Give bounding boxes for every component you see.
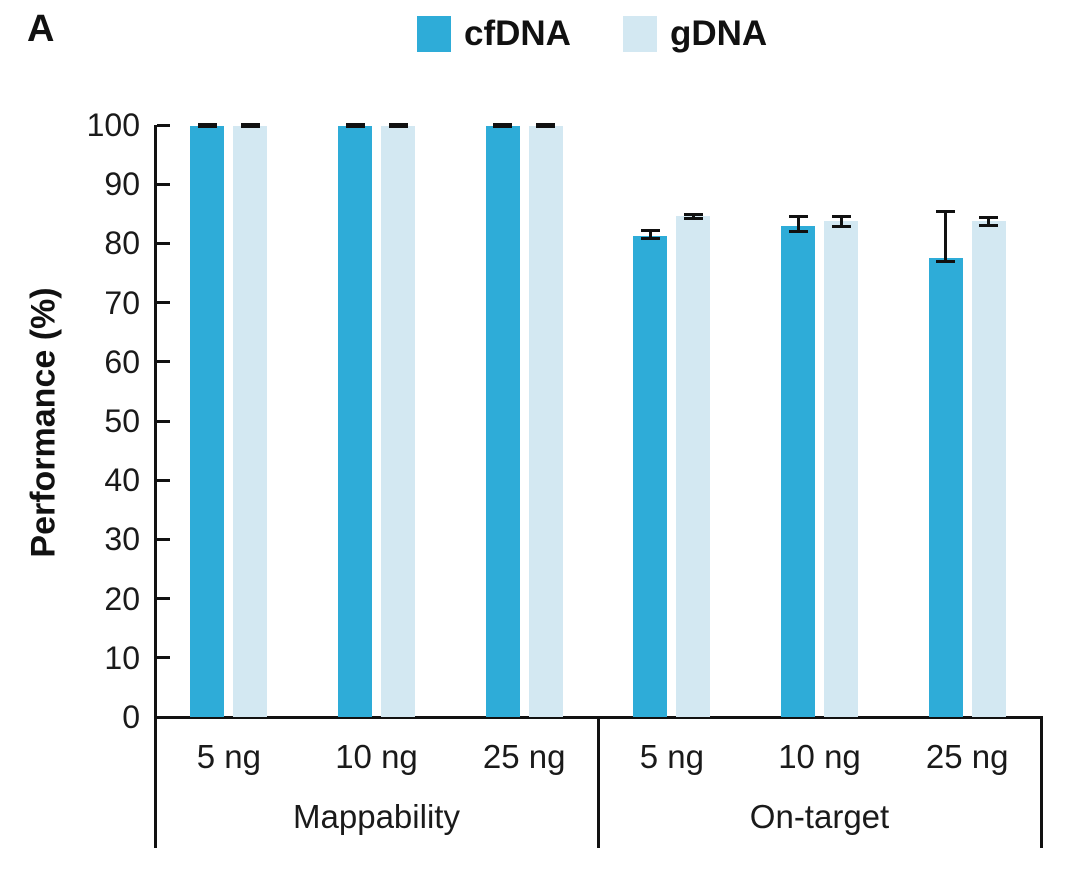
error-cap-bottom-gdna-mappability-25-ng (536, 124, 556, 128)
legend-item-gdna: gDNA (622, 14, 768, 54)
error-cap-top-cfdna-on-target-5-ng (640, 228, 660, 232)
bar-cfdna-mappability-10-ng (338, 125, 372, 717)
category-label-mappability-25-ng: 25 ng (482, 738, 566, 775)
legend-label-cfdna: cfDNA (464, 14, 571, 53)
panel-label: A (27, 8, 55, 50)
bar-cfdna-on-target-5-ng (633, 235, 668, 717)
error-cap-bottom-gdna-mappability-5-ng (240, 124, 260, 128)
y-tick-label-50: 50 (104, 403, 140, 439)
error-cap-top-gdna-on-target-5-ng (683, 212, 703, 216)
y-tick-label-80: 80 (104, 225, 140, 262)
bar-cfdna-on-target-10-ng (781, 225, 815, 717)
category-axis-separator-1 (596, 717, 600, 848)
error-cap-bottom-gdna-mappability-10-ng (388, 124, 408, 128)
error-cap-bottom-cfdna-on-target-10-ng (788, 229, 808, 233)
error-cap-top-gdna-on-target-25-ng (979, 215, 999, 219)
error-bar-cfdna-on-target-5-ng (648, 229, 652, 240)
legend-item-cfdna: cfDNA (417, 14, 571, 54)
bar-gdna-on-target-5-ng (676, 216, 711, 717)
error-cap-bottom-cfdna-mappability-25-ng (493, 124, 513, 128)
y-tick-label-60: 60 (104, 343, 140, 380)
error-cap-bottom-gdna-on-target-5-ng (683, 216, 703, 220)
bar-gdna-mappability-5-ng (233, 125, 268, 717)
bar-gdna-on-target-25-ng (971, 221, 1006, 717)
y-tick-label-100: 100 (86, 107, 140, 143)
error-bar-gdna-on-target-25-ng (987, 216, 991, 227)
error-bar-cfdna-on-target-10-ng (796, 215, 800, 232)
group-label-on-target: On-target (749, 798, 890, 835)
legend: cfDNA gDNA (417, 14, 767, 54)
legend-swatch-gdna (622, 16, 657, 52)
error-bar-gdna-on-target-5-ng (691, 213, 695, 219)
bar-cfdna-mappability-5-ng (190, 125, 225, 717)
category-axis-separator-2 (1039, 717, 1043, 848)
category-label-mappability-10-ng: 10 ng (335, 738, 418, 775)
y-tick-100 (156, 123, 170, 127)
error-cap-top-cfdna-on-target-10-ng (788, 214, 808, 218)
group-label-mappability: Mappability (293, 798, 460, 835)
error-bar-gdna-on-target-10-ng (839, 215, 843, 227)
y-tick-40 (156, 478, 170, 482)
bar-cfdna-mappability-25-ng (485, 125, 520, 717)
y-tick-label-40: 40 (104, 462, 140, 499)
y-tick-70 (156, 301, 170, 305)
bar-gdna-mappability-10-ng (381, 125, 415, 717)
y-tick-20 (156, 597, 170, 601)
y-tick-30 (156, 537, 170, 541)
bar-cfdna-on-target-25-ng (928, 258, 963, 717)
legend-swatch-cfdna (417, 16, 451, 52)
error-cap-bottom-gdna-on-target-10-ng (831, 224, 851, 228)
category-label-on-target-10-ng: 10 ng (778, 738, 861, 775)
y-axis-line (153, 125, 157, 719)
error-cap-bottom-gdna-on-target-25-ng (979, 224, 999, 228)
error-cap-top-cfdna-on-target-25-ng (936, 209, 956, 213)
error-cap-bottom-cfdna-on-target-25-ng (936, 259, 956, 263)
y-tick-90 (156, 182, 170, 186)
legend-label-gdna: gDNA (669, 14, 768, 53)
y-tick-80 (156, 241, 170, 245)
y-tick-label-0: 0 (122, 699, 140, 735)
y-tick-label-20: 20 (104, 580, 140, 617)
error-bar-cfdna-on-target-25-ng (944, 210, 948, 262)
error-cap-top-gdna-on-target-10-ng (831, 214, 851, 218)
y-tick-10 (156, 656, 170, 660)
y-tick-label-30: 30 (104, 521, 140, 558)
error-cap-bottom-cfdna-mappability-10-ng (345, 124, 365, 128)
category-label-on-target-25-ng: 25 ng (925, 738, 1009, 775)
category-axis-separator-0 (153, 717, 157, 848)
error-cap-bottom-cfdna-on-target-5-ng (640, 237, 660, 241)
category-label-mappability-5-ng: 5 ng (196, 738, 261, 775)
bar-gdna-on-target-10-ng (824, 220, 858, 717)
error-cap-bottom-cfdna-mappability-5-ng (197, 124, 217, 128)
bar-gdna-mappability-25-ng (528, 125, 563, 717)
y-tick-60 (156, 360, 170, 364)
category-label-on-target-5-ng: 5 ng (639, 738, 704, 775)
y-tick-50 (156, 419, 170, 423)
y-tick-label-70: 70 (104, 284, 140, 321)
y-tick-label-90: 90 (104, 166, 140, 203)
y-tick-label-10: 10 (104, 639, 140, 676)
